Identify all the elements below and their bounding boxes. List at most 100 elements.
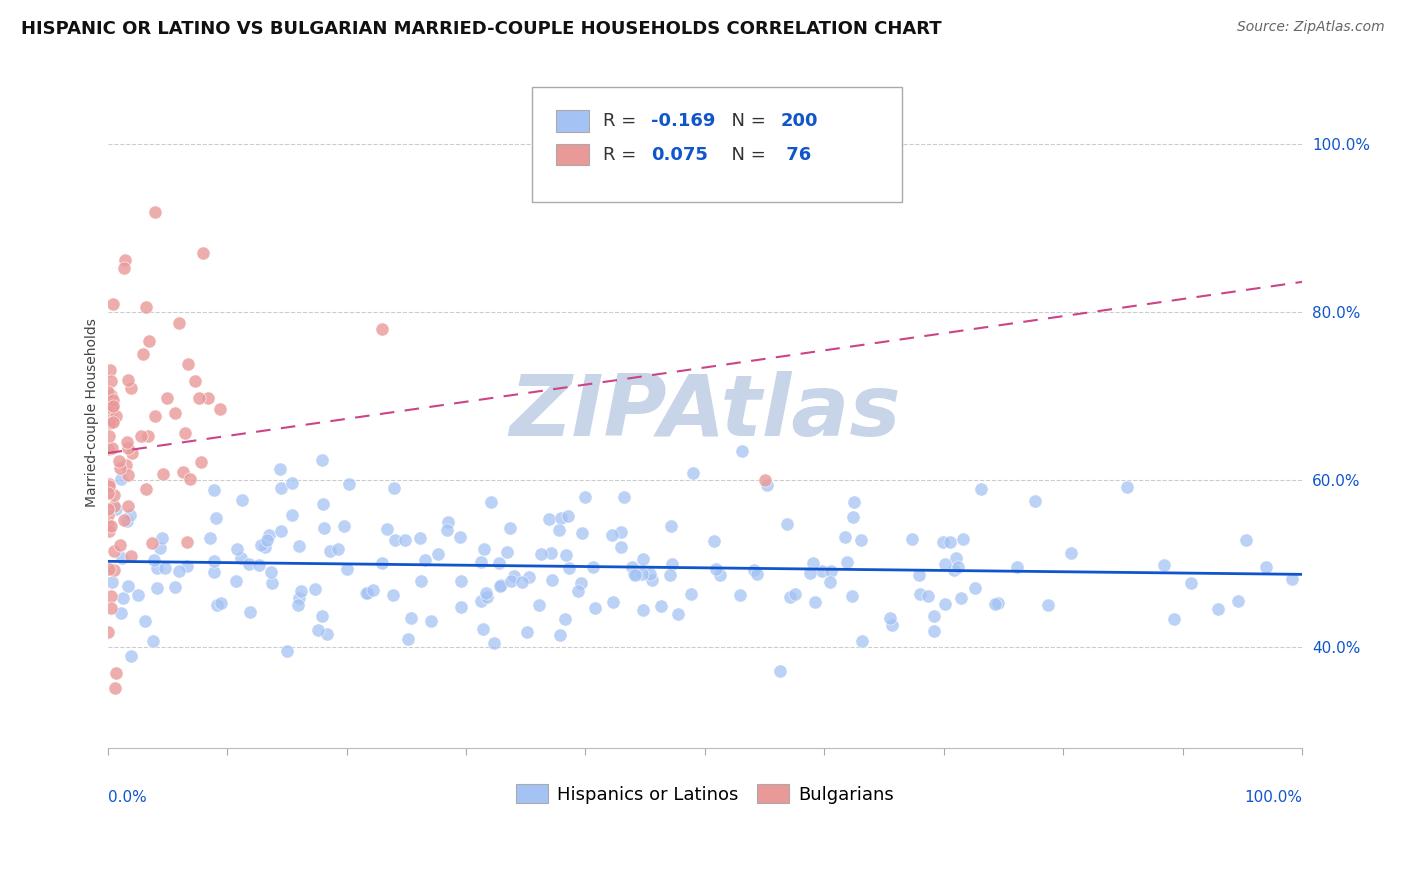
Point bbox=[382, 482, 405, 496]
Point bbox=[661, 558, 683, 572]
Point bbox=[437, 516, 460, 530]
Point bbox=[280, 475, 302, 490]
Point bbox=[965, 581, 987, 595]
Point bbox=[136, 429, 159, 443]
Point bbox=[399, 610, 422, 624]
Point bbox=[103, 400, 125, 414]
Point bbox=[942, 563, 965, 577]
Point bbox=[631, 603, 654, 617]
Point bbox=[427, 547, 450, 561]
Point bbox=[138, 334, 160, 348]
Point bbox=[540, 573, 562, 587]
Point bbox=[638, 567, 661, 582]
Point bbox=[115, 514, 138, 528]
Point bbox=[801, 556, 824, 570]
Point bbox=[1024, 493, 1046, 508]
Point bbox=[152, 467, 174, 482]
Point bbox=[129, 429, 152, 443]
Point bbox=[1180, 575, 1202, 590]
Point bbox=[631, 552, 654, 566]
Point bbox=[142, 634, 165, 648]
Point bbox=[98, 416, 121, 430]
Text: 100.0%: 100.0% bbox=[1244, 790, 1302, 805]
Point bbox=[97, 624, 120, 639]
Point bbox=[97, 384, 120, 399]
Point bbox=[105, 666, 128, 681]
Point bbox=[101, 392, 124, 407]
Point bbox=[375, 522, 398, 536]
Point bbox=[835, 555, 858, 569]
Point bbox=[984, 597, 1007, 611]
Point bbox=[167, 565, 190, 579]
Point bbox=[488, 579, 510, 593]
Point bbox=[103, 488, 125, 502]
Point bbox=[97, 502, 120, 516]
Point bbox=[197, 391, 219, 405]
Point bbox=[134, 614, 156, 628]
Point bbox=[103, 500, 125, 514]
Point bbox=[229, 550, 252, 565]
Point bbox=[117, 441, 139, 455]
Point bbox=[745, 567, 768, 582]
Point bbox=[970, 482, 993, 496]
Point bbox=[537, 512, 560, 526]
Point bbox=[602, 595, 624, 609]
Point bbox=[1234, 533, 1257, 548]
Bar bbox=[555, 144, 589, 165]
Point bbox=[498, 521, 520, 535]
Point bbox=[668, 607, 690, 622]
Point bbox=[104, 681, 127, 695]
Point bbox=[149, 541, 172, 555]
Point bbox=[917, 589, 939, 603]
Point bbox=[922, 609, 945, 624]
Point bbox=[280, 508, 302, 523]
Point bbox=[100, 374, 122, 388]
Point bbox=[198, 532, 221, 546]
Point bbox=[117, 579, 139, 593]
Point bbox=[450, 599, 472, 614]
Point bbox=[108, 454, 131, 468]
Point bbox=[623, 568, 645, 582]
Point bbox=[101, 413, 124, 427]
Point bbox=[326, 542, 349, 557]
Point bbox=[779, 591, 801, 605]
Point bbox=[117, 373, 139, 387]
Point bbox=[145, 204, 167, 219]
Point bbox=[316, 627, 339, 641]
Point bbox=[290, 583, 312, 598]
Point bbox=[176, 357, 198, 371]
Point bbox=[104, 409, 127, 424]
Point bbox=[901, 532, 924, 546]
Point bbox=[479, 495, 502, 509]
Point bbox=[609, 525, 631, 540]
Point bbox=[574, 490, 596, 504]
Point bbox=[550, 511, 572, 525]
Point bbox=[287, 591, 309, 605]
Point bbox=[239, 605, 262, 619]
Point bbox=[101, 296, 124, 310]
Point bbox=[111, 591, 134, 605]
Point bbox=[910, 587, 932, 601]
Point bbox=[471, 622, 494, 636]
Point bbox=[97, 517, 120, 532]
Point bbox=[682, 466, 704, 480]
Point bbox=[165, 406, 187, 420]
Point bbox=[408, 531, 430, 545]
Point bbox=[231, 493, 253, 508]
Point bbox=[132, 347, 155, 361]
Point bbox=[880, 618, 903, 632]
Point bbox=[307, 623, 329, 637]
Point bbox=[163, 580, 186, 594]
Point bbox=[567, 584, 589, 599]
Point bbox=[841, 589, 863, 603]
Point bbox=[510, 574, 533, 589]
Point bbox=[110, 460, 132, 475]
Point bbox=[945, 551, 967, 566]
Point bbox=[396, 632, 419, 647]
Point bbox=[256, 533, 278, 548]
Point bbox=[336, 562, 359, 576]
Point bbox=[101, 401, 124, 416]
Point bbox=[681, 587, 703, 601]
Point bbox=[176, 534, 198, 549]
Point bbox=[311, 497, 333, 511]
